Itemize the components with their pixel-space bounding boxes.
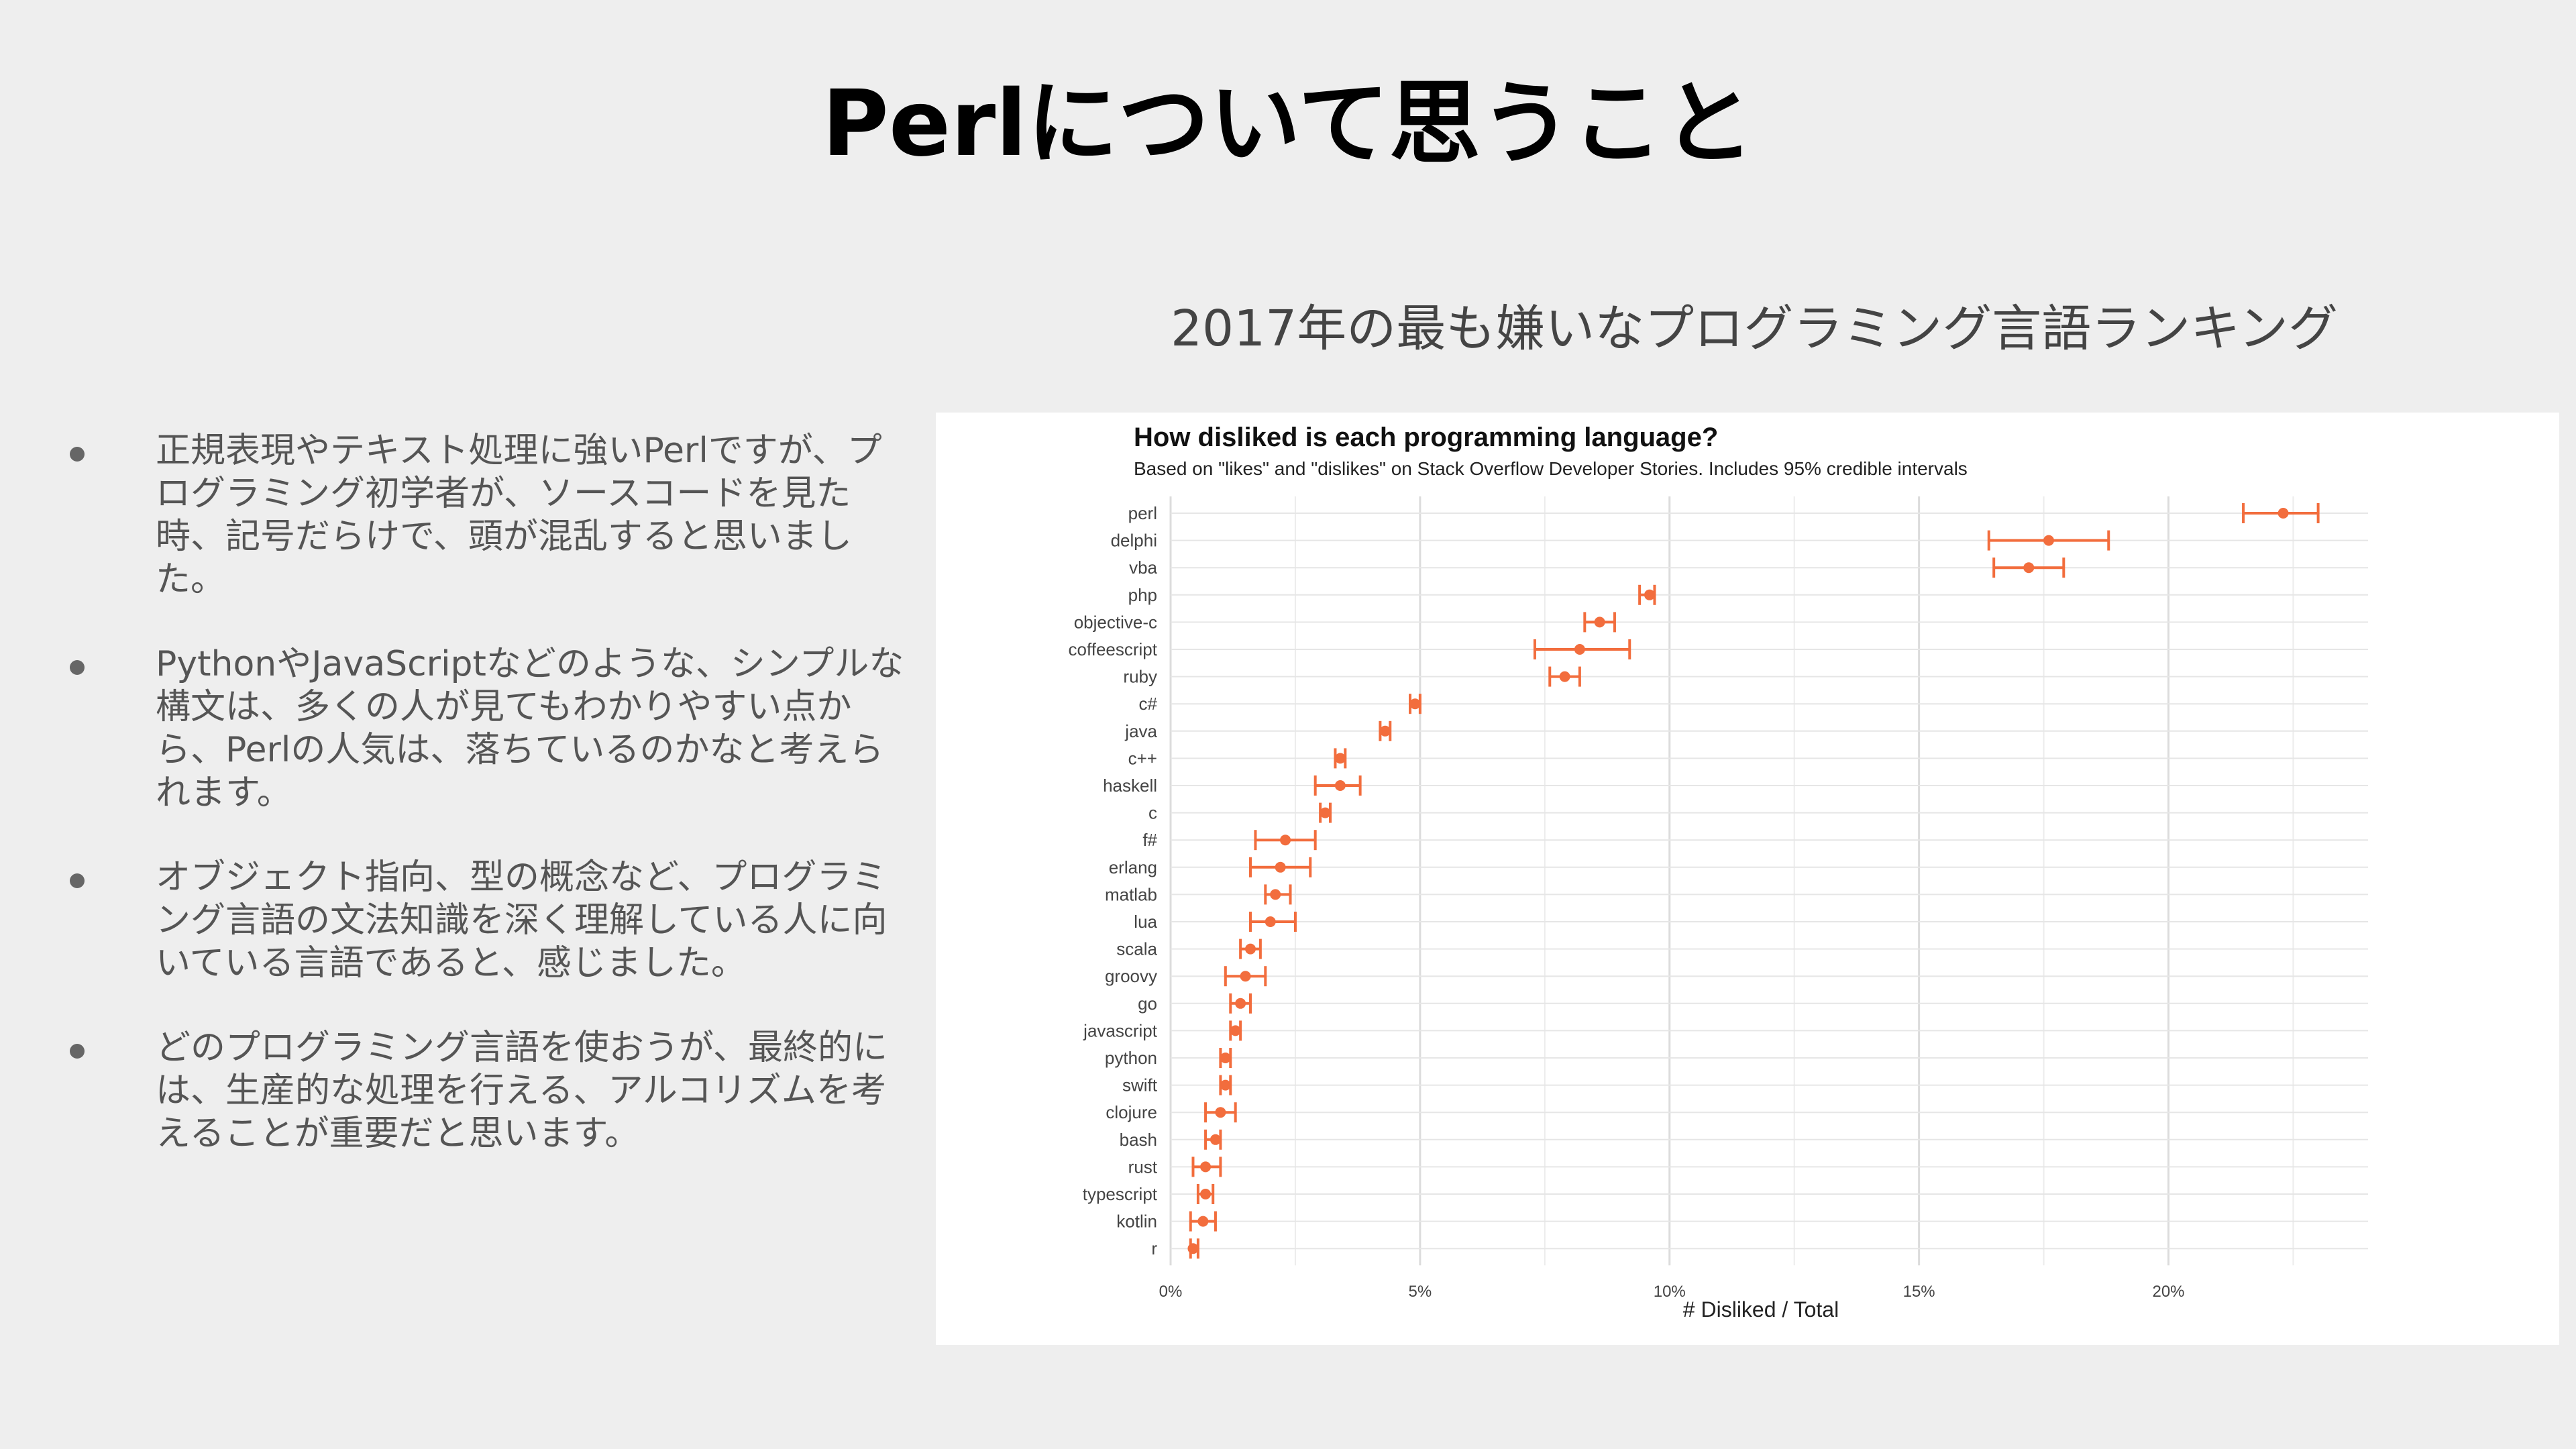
category-label: r — [1151, 1238, 1157, 1258]
data-point — [1280, 835, 1291, 846]
category-label: scala — [1116, 939, 1157, 959]
bullet-dot-icon — [70, 447, 85, 462]
bullet-item: どのプログラミング言語を使おうが、最終的には、生産的な処理を行える、アルコリズム… — [67, 1026, 912, 1155]
data-point — [1270, 889, 1281, 900]
chart-panel: 0% 5% 10% 15% 20% perl delphi vba php objective-c… — [936, 413, 2559, 1345]
data-point — [1235, 998, 1246, 1009]
bullet-text: PythonやJavaScriptなどのような、シンプルな構文は、多くの人が見て… — [156, 644, 904, 813]
data-point — [1220, 1053, 1231, 1063]
chart-heading: 2017年の最も嫌いなプログラミング言語ランキング — [1170, 300, 2339, 358]
bullet-item: オブジェクト指向、型の概念など、プログラミング言語の文法知識を深く理解している人… — [67, 856, 912, 985]
x-tick-label: 15% — [1903, 1283, 1935, 1301]
bullet-dot-icon — [70, 1044, 85, 1059]
data-point — [1594, 616, 1605, 628]
data-point — [1215, 1107, 1226, 1118]
data-point — [2043, 535, 2054, 546]
data-point — [1320, 807, 1331, 818]
category-label: groovy — [1105, 966, 1157, 986]
chart-title: How disliked is each programming languag… — [1134, 423, 1718, 452]
data-point — [1409, 698, 1421, 710]
category-label: go — [1138, 994, 1157, 1014]
category-label: rust — [1128, 1157, 1158, 1177]
category-label: c++ — [1128, 748, 1157, 768]
category-label: javascript — [1083, 1020, 1158, 1040]
category-label: objective-c — [1074, 612, 1157, 632]
chart-subtitle: Based on "likes" and "dislikes" on Stack… — [1134, 458, 1968, 479]
category-label: vba — [1129, 557, 1157, 578]
bullet-dot-icon — [70, 660, 85, 675]
data-point — [1574, 644, 1585, 655]
category-label: c# — [1139, 694, 1158, 714]
data-point — [1200, 1161, 1212, 1173]
data-point — [1559, 671, 1570, 682]
x-tick-label: 5% — [1409, 1283, 1432, 1301]
x-tick-label: 0% — [1159, 1283, 1183, 1301]
data-point — [1644, 589, 1655, 600]
category-label: f# — [1142, 830, 1157, 850]
data-point — [1220, 1079, 1231, 1091]
category-label: coffeescript — [1069, 639, 1158, 659]
category-label: erlang — [1109, 857, 1157, 877]
bullet-list: 正規表現やテキスト処理に強いPerlですが、プログラミング初学者が、ソースコード… — [67, 429, 912, 1197]
data-point — [1334, 753, 1346, 764]
bullet-text: オブジェクト指向、型の概念など、プログラミング言語の文法知識を深く理解している人… — [156, 857, 888, 983]
category-label: typescript — [1083, 1184, 1158, 1204]
category-label: ruby — [1123, 667, 1157, 687]
data-point — [1197, 1216, 1209, 1227]
data-point — [2023, 562, 2035, 574]
x-tick-label: 20% — [2152, 1283, 2184, 1301]
bullet-dot-icon — [70, 873, 85, 888]
category-label: delphi — [1111, 531, 1157, 551]
category-label: php — [1128, 585, 1157, 605]
data-point — [1379, 725, 1391, 737]
data-point — [1275, 861, 1286, 873]
data-point — [1200, 1189, 1212, 1199]
x-tick-label: 10% — [1654, 1283, 1686, 1301]
data-point — [1230, 1025, 1241, 1036]
bullet-item: 正規表現やテキスト処理に強いPerlですが、プログラミング初学者が、ソースコード… — [67, 429, 912, 601]
data-point — [1334, 780, 1346, 791]
grid-layer — [1169, 496, 2368, 1266]
data-point — [2277, 508, 2289, 519]
category-label: java — [1124, 721, 1157, 741]
mark-layer: 0% 5% 10% 15% 20% perl delphi vba php objective-c… — [1069, 503, 2320, 1301]
data-point — [1187, 1243, 1199, 1254]
category-label: c — [1148, 803, 1157, 823]
category-label: haskell — [1103, 775, 1157, 796]
category-label: kotlin — [1116, 1212, 1157, 1232]
slide-title: Perlについて思うこと — [822, 71, 1754, 177]
category-label: python — [1105, 1048, 1157, 1068]
x-axis-label: # Disliked / Total — [1683, 1297, 1839, 1322]
data-point — [1245, 943, 1256, 955]
category-label: clojure — [1106, 1102, 1157, 1122]
category-label: lua — [1134, 912, 1157, 932]
data-point — [1210, 1134, 1221, 1145]
bullet-item: PythonやJavaScriptなどのような、シンプルな構文は、多くの人が見て… — [67, 643, 912, 814]
bullet-text: どのプログラミング言語を使おうが、最終的には、生産的な処理を行える、アルコリズム… — [156, 1028, 888, 1154]
category-label: bash — [1120, 1130, 1157, 1150]
data-point — [1265, 916, 1276, 927]
category-label: swift — [1122, 1075, 1158, 1095]
bullet-text: 正規表現やテキスト処理に強いPerlですが、プログラミング初学者が、ソースコード… — [156, 431, 882, 600]
dislike-chart: 0% 5% 10% 15% 20% perl delphi vba php objective-c… — [1069, 423, 2368, 1322]
category-label: perl — [1128, 503, 1157, 523]
data-point — [1240, 971, 1251, 982]
category-label: matlab — [1105, 884, 1157, 904]
